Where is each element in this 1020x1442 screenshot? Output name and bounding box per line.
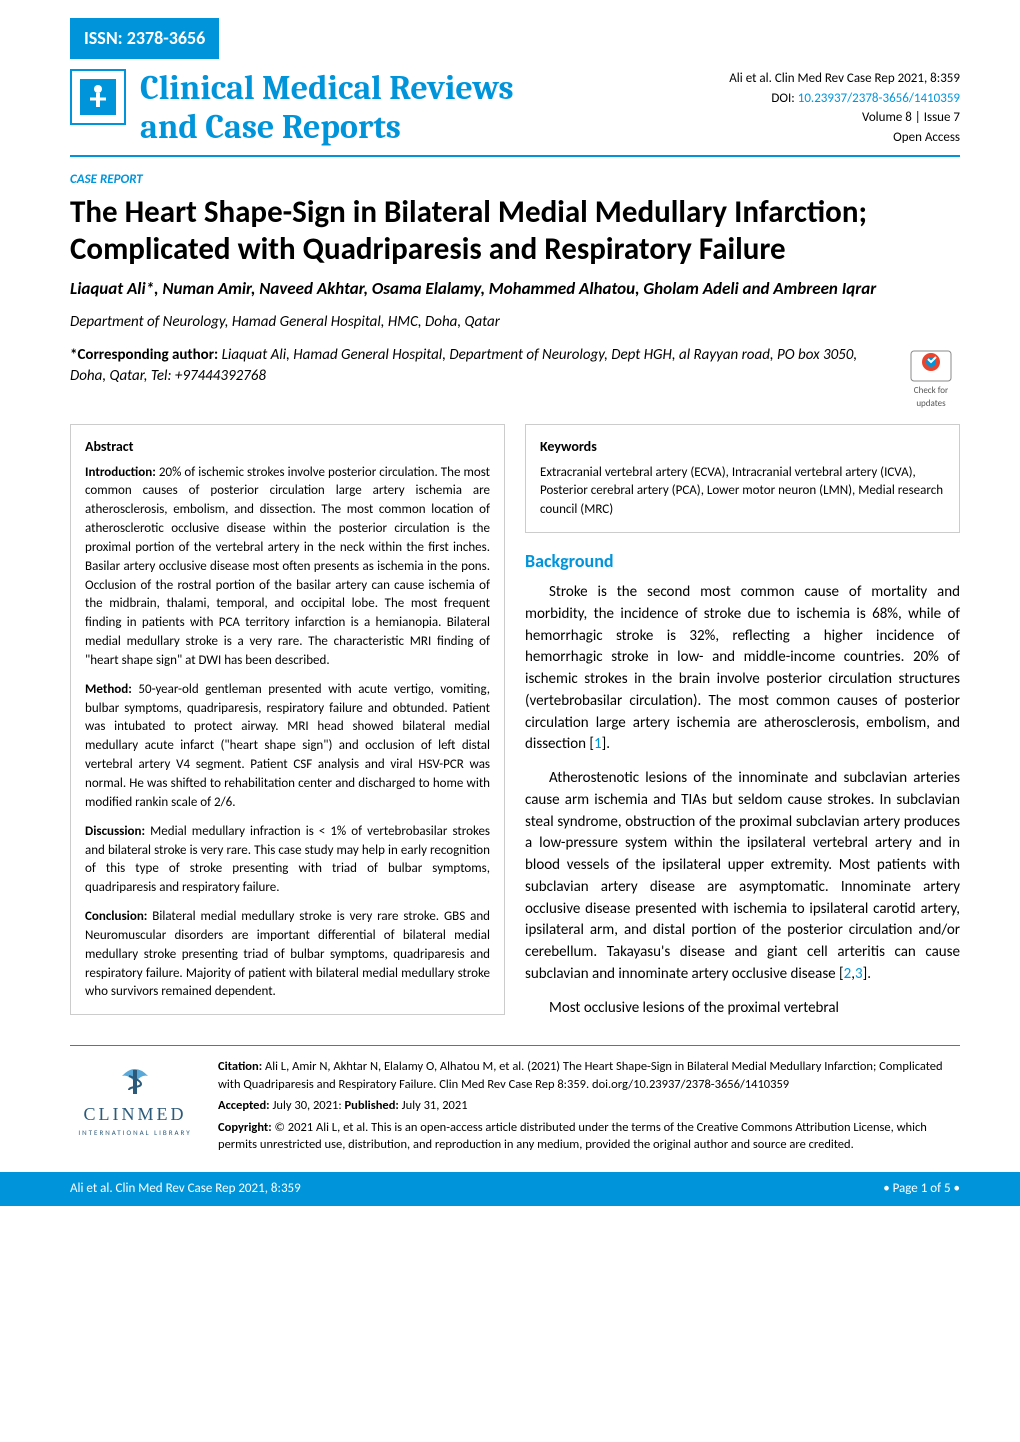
citation-divider	[70, 1045, 960, 1046]
doi-link[interactable]: 10.23937/2378-3656/1410359	[798, 91, 960, 106]
clinmed-logo: CLINMED INTERNATIONAL LIBRARY	[70, 1058, 200, 1137]
discussion-text: Medial medullary infraction is < 1% of v…	[85, 824, 490, 896]
corr-label: *Corresponding author:	[70, 346, 218, 364]
accepted-label: Accepted:	[218, 1098, 270, 1113]
conclusion-label: Conclusion:	[85, 909, 147, 924]
issn-badge: ISSN: 2378-3656	[70, 18, 219, 59]
discussion-label: Discussion:	[85, 824, 145, 839]
citation-label: Citation:	[218, 1059, 262, 1074]
doi-line: DOI: 10.23937/2378-3656/1410359	[729, 89, 960, 109]
abstract-method: Method: 50-year-old gentleman presented …	[85, 681, 490, 813]
abstract-intro: Introduction: 20% of ischemic strokes in…	[85, 464, 490, 671]
copyright-line: Copyright: © 2021 Ali L, et al. This is …	[218, 1119, 960, 1154]
check-updates-label: Check for updates	[914, 385, 948, 409]
journal-logo	[70, 69, 126, 125]
doi-label: DOI:	[771, 91, 797, 106]
copyright-label: Copyright:	[218, 1120, 272, 1135]
abstract-box: Abstract Introduction: 20% of ischemic s…	[70, 424, 505, 1015]
footer-bar: Ali et al. Clin Med Rev Case Rep 2021, 8…	[0, 1172, 1020, 1206]
method-label: Method:	[85, 682, 132, 697]
ref-3[interactable]: 3	[855, 965, 863, 983]
journal-logo-icon	[80, 79, 116, 115]
method-text: 50-year-old gentleman presented with acu…	[85, 682, 490, 810]
access-line: Open Access	[729, 128, 960, 148]
header-divider	[70, 155, 960, 157]
abstract-conclusion: Conclusion: Bilateral medial medullary s…	[85, 908, 490, 1002]
abstract-discussion: Discussion: Medial medullary infraction …	[85, 823, 490, 898]
journal-title-line2: and Case Reports	[140, 107, 401, 147]
clinmed-name: CLINMED	[70, 1102, 200, 1127]
citation-body: Ali L, Amir N, Akhtar N, Elalamy O, Alha…	[218, 1059, 943, 1092]
journal-title: Clinical Medical Reviews and Case Report…	[140, 69, 729, 147]
background-section: Background Stroke is the second most com…	[525, 549, 960, 1019]
background-heading: Background	[525, 549, 960, 574]
background-p2: Atherostenotic lesions of the innominate…	[525, 768, 960, 986]
header-row: Clinical Medical Reviews and Case Report…	[0, 59, 1020, 147]
affiliation: Department of Neurology, Hamad General H…	[70, 312, 960, 333]
background-p3: Most occlusive lesions of the proximal v…	[525, 998, 960, 1020]
background-p1: Stroke is the second most common cause o…	[525, 582, 960, 756]
article-title: The Heart Shape-Sign in Bilateral Medial…	[70, 194, 960, 268]
keywords-text: Extracranial vertebral artery (ECVA), In…	[540, 464, 945, 521]
keywords-box: Keywords Extracranial vertebral artery (…	[525, 424, 960, 533]
copyright-text: © 2021 Ali L, et al. This is an open-acc…	[218, 1120, 927, 1153]
footer-right: • Page 1 of 5 •	[883, 1180, 960, 1198]
accepted-date: July 30, 2021:	[270, 1098, 345, 1113]
intro-text: 20% of ischemic strokes involve posterio…	[85, 465, 490, 668]
left-column: Abstract Introduction: 20% of ischemic s…	[70, 424, 505, 1031]
check-updates-icon	[909, 345, 953, 383]
check-updates-badge[interactable]: Check for updates	[902, 345, 960, 410]
header-meta: Ali et al. Clin Med Rev Case Rep 2021, 8…	[729, 69, 960, 147]
intro-label: Introduction:	[85, 465, 156, 480]
footer-left: Ali et al. Clin Med Rev Case Rep 2021, 8…	[70, 1180, 301, 1198]
volume-line: Volume 8 | Issue 7	[729, 108, 960, 128]
issn-value: 2378-3656	[127, 27, 206, 49]
article-type-label: CASE REPORT	[70, 171, 960, 189]
keywords-heading: Keywords	[540, 437, 945, 457]
cite-line: Ali et al. Clin Med Rev Case Rep 2021, 8…	[729, 69, 960, 89]
citation-block: CLINMED INTERNATIONAL LIBRARY Citation: …	[70, 1058, 960, 1158]
issn-label: ISSN:	[84, 27, 123, 49]
clinmed-icon	[112, 1058, 158, 1098]
authors: Liaquat Ali*, Numan Amir, Naveed Akhtar,…	[70, 278, 960, 300]
right-column: Keywords Extracranial vertebral artery (…	[525, 424, 960, 1031]
dates-line: Accepted: July 30, 2021: Published: July…	[218, 1097, 960, 1115]
corresponding-author-row: *Corresponding author: Liaquat Ali, Hama…	[70, 345, 960, 410]
published-label: Published:	[345, 1098, 399, 1113]
ref-1[interactable]: 1	[594, 735, 602, 753]
journal-title-line1: Clinical Medical Reviews	[140, 68, 514, 108]
citation-line: Citation: Ali L, Amir N, Akhtar N, Elala…	[218, 1058, 960, 1093]
two-column-body: Abstract Introduction: 20% of ischemic s…	[70, 424, 960, 1031]
corresponding-author: *Corresponding author: Liaquat Ali, Hama…	[70, 345, 888, 387]
clinmed-sub: INTERNATIONAL LIBRARY	[70, 1128, 200, 1138]
published-date: July 31, 2021	[399, 1098, 468, 1113]
citation-text: Citation: Ali L, Amir N, Akhtar N, Elala…	[218, 1058, 960, 1158]
abstract-heading: Abstract	[85, 437, 490, 457]
